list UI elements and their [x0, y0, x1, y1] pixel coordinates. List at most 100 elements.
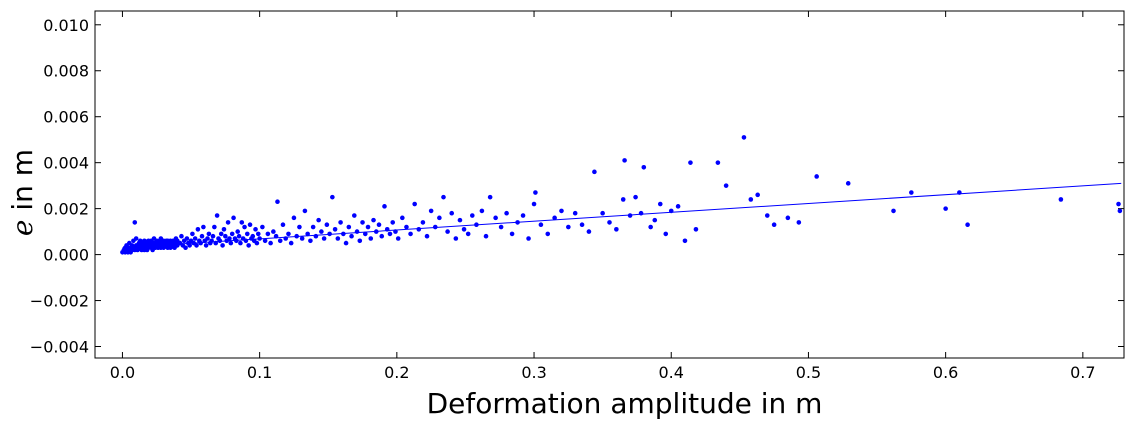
data-point: [487, 194, 493, 200]
data-point: [520, 213, 526, 218]
data-point: [346, 224, 352, 230]
data-point: [493, 215, 498, 221]
data-point: [648, 224, 653, 230]
data-point: [416, 227, 422, 232]
data-point: [184, 236, 190, 241]
data-point: [723, 183, 729, 188]
data-point: [238, 240, 243, 246]
data-point: [465, 231, 471, 237]
data-point: [1116, 201, 1121, 207]
data-point: [246, 243, 251, 248]
data-point: [479, 208, 485, 214]
data-point: [214, 213, 220, 218]
data-point: [400, 215, 405, 221]
data-point: [652, 217, 658, 223]
data-point: [796, 220, 802, 225]
x-tick-label: 0.7: [1070, 363, 1095, 382]
data-point: [785, 215, 791, 221]
data-point: [360, 220, 365, 225]
data-point: [437, 215, 442, 221]
data-point: [559, 208, 564, 214]
data-point: [1058, 197, 1064, 202]
data-point: [663, 231, 669, 237]
data-point: [201, 224, 206, 230]
data-point: [275, 199, 280, 205]
data-point: [891, 208, 896, 214]
fit-line: [122, 182, 1122, 249]
data-point: [206, 231, 212, 237]
data-point: [183, 245, 188, 250]
y-tick-label: 0.008: [43, 62, 89, 81]
data-point: [357, 238, 363, 244]
data-point: [187, 243, 192, 248]
data-point: [457, 217, 463, 223]
data-point: [313, 233, 319, 239]
data-point: [321, 236, 327, 241]
data-point: [627, 213, 633, 218]
data-point: [845, 181, 851, 186]
data-point: [545, 231, 551, 237]
data-points: [120, 135, 1123, 255]
axis-ticks: 0.0 0.1 0.2 0.3 0.4 0.5 0.6 0.7 −0.004 −0.002 0.00…: [30, 11, 1124, 382]
data-point: [814, 174, 819, 179]
data-point: [755, 192, 760, 198]
data-point: [239, 220, 245, 225]
data-point: [531, 201, 537, 207]
x-tick-label: 0.2: [384, 363, 409, 382]
data-point: [260, 224, 265, 230]
x-tick-label: 0.4: [659, 363, 684, 382]
data-point: [324, 222, 330, 228]
data-point: [199, 233, 205, 239]
data-point: [228, 240, 234, 246]
data-point: [335, 236, 341, 241]
data-point: [428, 208, 434, 214]
data-point: [965, 222, 970, 228]
data-point: [566, 224, 571, 230]
data-point: [254, 240, 260, 246]
x-tick-label: 0.1: [247, 363, 272, 382]
data-point: [592, 169, 597, 175]
data-point: [203, 243, 209, 248]
data-point: [242, 224, 247, 230]
data-point: [192, 236, 198, 241]
y-tick-label: 0.004: [43, 154, 89, 173]
data-point: [657, 201, 663, 207]
y-tick-label: −0.002: [30, 292, 89, 311]
data-point: [362, 231, 368, 237]
data-point: [217, 238, 223, 244]
data-point: [253, 227, 258, 232]
data-point: [262, 238, 268, 244]
data-point: [748, 197, 754, 202]
data-point: [371, 217, 376, 223]
data-point: [225, 220, 231, 225]
data-point: [538, 222, 544, 228]
data-point: [190, 231, 195, 237]
data-point: [483, 233, 489, 239]
data-point: [909, 190, 914, 195]
y-tick-label: 0.000: [43, 246, 89, 265]
data-point: [586, 229, 592, 234]
data-point: [133, 236, 139, 241]
data-point: [368, 236, 374, 241]
data-point: [498, 224, 504, 230]
data-point: [297, 224, 302, 230]
data-point: [432, 224, 438, 230]
data-point: [504, 210, 509, 216]
data-point: [316, 217, 321, 223]
data-point: [614, 227, 619, 232]
y-tick-label: 0.010: [43, 16, 89, 35]
data-point: [349, 233, 354, 239]
y-tick-label: 0.002: [43, 200, 89, 219]
y-axis-title-unit: in m: [6, 149, 39, 220]
data-point: [352, 213, 357, 218]
data-point: [338, 220, 343, 225]
data-point: [236, 233, 242, 239]
y-axis-title-variable: e: [6, 220, 39, 237]
data-point: [286, 231, 291, 237]
data-point: [688, 160, 693, 165]
data-point: [509, 231, 515, 237]
data-point: [424, 233, 430, 239]
data-point: [244, 231, 250, 237]
data-point: [579, 222, 585, 228]
